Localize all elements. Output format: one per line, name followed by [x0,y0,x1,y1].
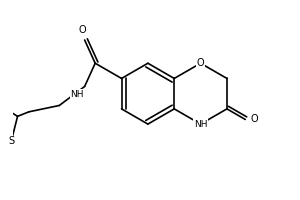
Text: O: O [79,25,86,35]
Text: S: S [8,136,14,146]
Text: NH: NH [194,120,207,129]
Text: NH: NH [70,90,84,99]
Text: O: O [197,58,204,68]
Text: O: O [251,114,258,124]
